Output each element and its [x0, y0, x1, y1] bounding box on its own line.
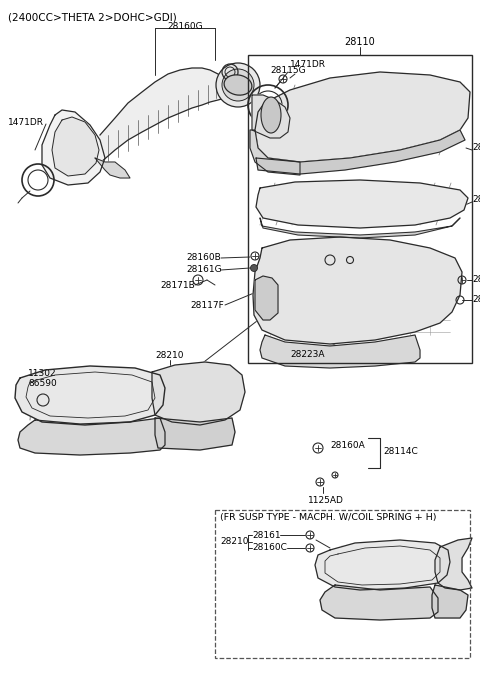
Polygon shape [320, 585, 438, 620]
Text: 1471DR: 1471DR [290, 60, 326, 69]
Polygon shape [252, 95, 290, 138]
Polygon shape [95, 158, 130, 178]
Text: 28161G: 28161G [186, 265, 222, 274]
Text: 28112: 28112 [472, 295, 480, 305]
Text: 1471DR: 1471DR [8, 118, 44, 127]
Text: 28111: 28111 [472, 144, 480, 152]
Polygon shape [253, 237, 462, 344]
Text: 28117F: 28117F [190, 301, 224, 309]
Polygon shape [100, 68, 225, 163]
Polygon shape [256, 180, 468, 228]
Text: 28171B: 28171B [160, 280, 195, 290]
Ellipse shape [261, 97, 281, 133]
Text: 28160C: 28160C [252, 544, 287, 552]
Text: 28113: 28113 [472, 196, 480, 204]
Polygon shape [315, 540, 450, 590]
Text: 1125AD: 1125AD [308, 496, 344, 505]
Polygon shape [435, 538, 472, 590]
Text: 28210: 28210 [155, 351, 183, 360]
Text: 28174H: 28174H [472, 276, 480, 284]
Bar [215, 510, 470, 658]
Circle shape [251, 265, 257, 271]
Text: 11302: 11302 [28, 369, 57, 378]
Text: 28160G: 28160G [167, 22, 203, 31]
Circle shape [222, 69, 254, 101]
Polygon shape [255, 72, 470, 162]
Polygon shape [255, 276, 278, 320]
Ellipse shape [224, 75, 252, 95]
Text: (FR SUSP TYPE - MACPH. W/COIL SPRING + H): (FR SUSP TYPE - MACPH. W/COIL SPRING + H… [220, 513, 436, 522]
Circle shape [216, 63, 260, 107]
Text: 28114C: 28114C [383, 447, 418, 456]
Text: 28115G: 28115G [270, 66, 306, 75]
Text: 28210: 28210 [220, 538, 249, 546]
Text: 28161: 28161 [252, 531, 281, 540]
Bar [248, 55, 472, 363]
Text: 28223A: 28223A [290, 350, 324, 359]
Text: (2400CC>THETA 2>DOHC>GDI): (2400CC>THETA 2>DOHC>GDI) [8, 12, 177, 22]
Polygon shape [432, 585, 468, 618]
Polygon shape [155, 418, 235, 450]
Polygon shape [256, 130, 465, 174]
Polygon shape [260, 218, 460, 238]
Text: 86590: 86590 [28, 379, 57, 388]
Text: 28160B: 28160B [186, 253, 221, 263]
Polygon shape [42, 110, 105, 185]
Polygon shape [250, 130, 300, 175]
Polygon shape [152, 362, 245, 425]
Polygon shape [52, 117, 99, 176]
Polygon shape [260, 335, 420, 368]
Polygon shape [18, 418, 165, 455]
Text: 28110: 28110 [345, 37, 375, 47]
Text: 28160A: 28160A [330, 441, 365, 450]
Polygon shape [15, 366, 165, 425]
